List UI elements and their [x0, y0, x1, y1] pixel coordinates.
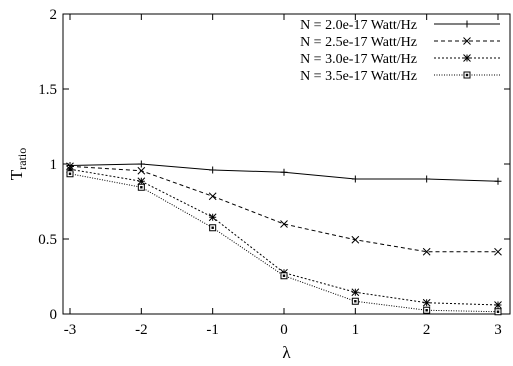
x-tick-label: -2 [135, 322, 148, 338]
legend-marker [463, 37, 471, 45]
series-3 [66, 165, 502, 309]
x-tick-label: 0 [280, 322, 288, 338]
axis-ticks: -3 -2 -1 0 1 2 3 0 0.5 1 1.5 2 [38, 7, 510, 338]
y-axis-title-subscript: ratio [15, 148, 29, 170]
data-point [280, 168, 288, 176]
y-tick-label: 1 [50, 157, 58, 173]
data-point [66, 170, 74, 178]
legend-label: N = 2.5e-17 Watt/Hz [300, 35, 417, 50]
data-point [494, 308, 502, 316]
y-axis-title-main: T [7, 169, 26, 180]
data-point [280, 272, 288, 280]
series-2 [66, 162, 502, 256]
x-tick-label: 3 [494, 322, 502, 338]
legend-marker [463, 71, 471, 79]
legend-label: N = 3.0e-17 Watt/Hz [300, 52, 417, 67]
data-point [422, 247, 431, 256]
data-point [423, 175, 431, 183]
data-point [208, 192, 217, 201]
data-point [494, 177, 502, 185]
x-tick-label: -3 [64, 322, 77, 338]
y-tick-label: 0.5 [38, 232, 57, 248]
data-point [494, 301, 502, 309]
data-point [137, 160, 145, 168]
legend-item: N = 2.5e-17 Watt/Hz [300, 35, 500, 50]
x-tick-label: 2 [423, 322, 431, 338]
data-point [137, 183, 145, 191]
y-tick-label: 1.5 [38, 82, 57, 98]
series-layer [66, 160, 502, 316]
data-point [137, 166, 146, 175]
x-tick-label: -1 [206, 322, 219, 338]
legend-item: N = 3.5e-17 Watt/Hz [300, 69, 500, 84]
x-axis-title: λ [282, 343, 291, 362]
data-point [137, 177, 146, 186]
legend-marker [463, 20, 471, 28]
data-point [280, 220, 288, 228]
data-point [351, 175, 359, 183]
series-4 [66, 170, 502, 316]
x-tick-label: 1 [352, 322, 360, 338]
y-axis-title: Tratio [7, 148, 29, 180]
legend-label: N = 2.0e-17 Watt/Hz [300, 18, 417, 33]
legend: N = 2.0e-17 Watt/Hz N = 2.5e-17 Watt/Hz N … [300, 18, 500, 84]
legend-item: N = 2.0e-17 Watt/Hz [300, 18, 500, 33]
data-point [494, 247, 502, 256]
series-line [69, 173, 499, 313]
data-point [423, 306, 431, 314]
y-tick-label: 0 [50, 307, 58, 323]
data-point [422, 298, 431, 307]
data-point [209, 224, 217, 232]
series-1 [66, 160, 502, 185]
data-point [208, 213, 217, 222]
series-line [69, 168, 499, 306]
data-point [209, 166, 217, 174]
data-point [351, 288, 360, 297]
data-point [351, 297, 359, 305]
y-tick-label: 2 [50, 7, 58, 23]
legend-item: N = 3.0e-17 Watt/Hz [300, 52, 500, 67]
legend-marker [463, 54, 471, 62]
data-point [351, 235, 360, 244]
legend-label: N = 3.5e-17 Watt/Hz [300, 69, 417, 84]
